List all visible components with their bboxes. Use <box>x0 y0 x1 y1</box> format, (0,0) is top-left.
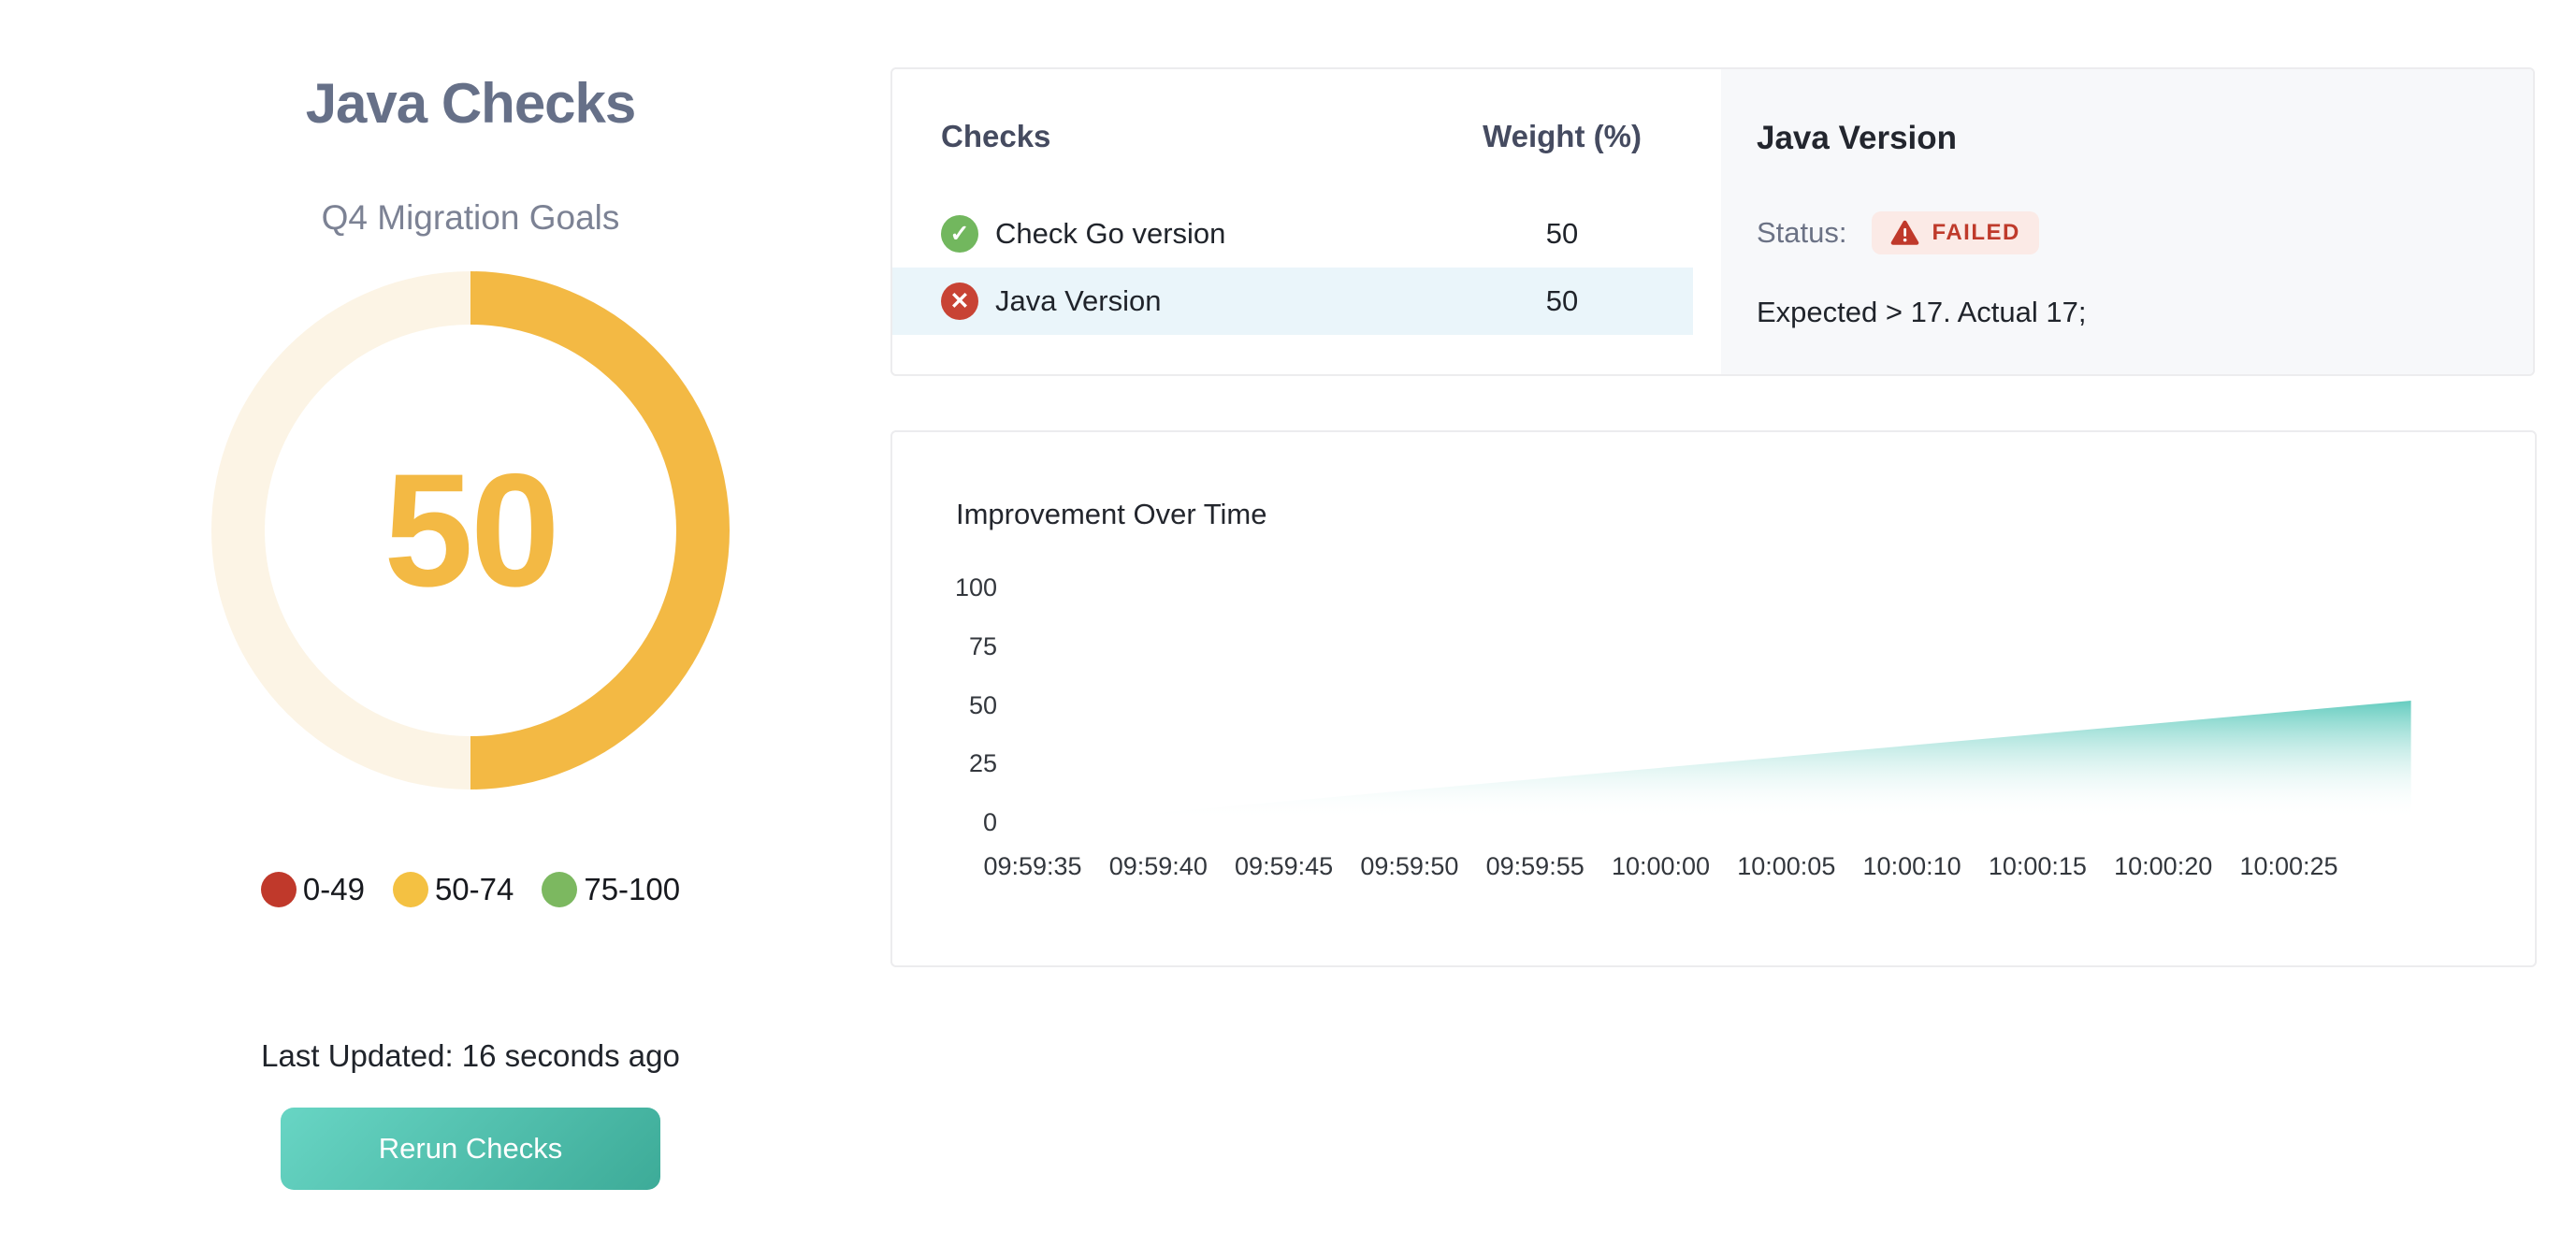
last-updated-text: Last Updated: 16 seconds ago <box>261 1038 680 1073</box>
y-axis-tick: 75 <box>968 631 997 660</box>
check-row[interactable]: ✕ Java Version 50 <box>892 268 1693 335</box>
score-panel: Java Checks Q4 Migration Goals 50 0-49 5… <box>0 0 941 1246</box>
detail-message: Expected > 17. Actual 17; <box>1757 296 2087 328</box>
x-axis-tick: 09:59:45 <box>1235 852 1334 880</box>
check-row-left: ✕ Java Version <box>941 283 1162 320</box>
area-series <box>1082 700 2411 820</box>
checks-table-rows: ✓ Check Go version 50 ✕ Java Version 50 <box>892 200 1693 335</box>
page-title: Java Checks <box>305 72 637 135</box>
check-name: Check Go version <box>995 217 1226 250</box>
x-axis-tick: 09:59:55 <box>1485 852 1585 880</box>
legend-color-dot <box>392 872 428 907</box>
check-weight: 50 <box>1545 284 1579 317</box>
x-axis-tick: 09:59:40 <box>1108 852 1208 880</box>
status-label: Status: <box>1757 216 1847 249</box>
improvement-chart-card: Improvement Over Time 100 75 50 25 0 09:59:3… <box>890 430 2537 967</box>
score-donut-chart: 50 <box>211 271 730 790</box>
check-detail-panel: Java Version Status: FAILED Expected > 1… <box>1721 69 2533 374</box>
x-axis-tick: 09:59:50 <box>1360 852 1459 880</box>
score-donut-hole: 50 <box>265 325 676 736</box>
rerun-checks-button[interactable]: Rerun Checks <box>281 1108 660 1190</box>
legend-label: 75-100 <box>584 872 681 906</box>
warning-triangle-icon <box>1890 220 1919 246</box>
y-axis-tick: 50 <box>968 690 997 719</box>
check-row-left: ✓ Check Go version <box>941 215 1225 253</box>
status-badge: FAILED <box>1871 211 2039 254</box>
x-axis-tick: 10:00:10 <box>1862 852 1961 880</box>
checks-table-header: Checks Weight (%) <box>941 110 1693 163</box>
detail-title: Java Version <box>1757 120 1958 156</box>
check-passed-icon: ✓ <box>941 215 978 253</box>
page-subtitle: Q4 Migration Goals <box>321 198 620 237</box>
checks-table: Checks Weight (%) ✓ Check Go version 50 … <box>892 69 1723 374</box>
y-axis-tick: 25 <box>968 749 997 778</box>
x-axis-tick: 10:00:05 <box>1737 852 1836 880</box>
score-value: 50 <box>384 441 559 620</box>
x-axis-tick: 10:00:15 <box>1988 852 2087 880</box>
legend-item: 0-49 <box>260 872 365 907</box>
improvement-area-chart <box>1082 700 2411 820</box>
check-name: Java Version <box>995 284 1162 317</box>
check-row[interactable]: ✓ Check Go version 50 <box>941 200 1693 268</box>
legend-color-dot <box>260 872 297 907</box>
check-weight: 50 <box>1545 217 1579 250</box>
legend-item: 75-100 <box>542 872 680 907</box>
y-axis-tick: 100 <box>954 573 997 601</box>
check-failed-icon: ✕ <box>941 283 978 320</box>
legend-color-dot <box>542 872 578 907</box>
column-header-weight: Weight (%) <box>1483 119 1642 153</box>
legend-label: 50-74 <box>434 872 514 906</box>
status-row: Status: FAILED <box>1757 211 2533 254</box>
checks-card: Checks Weight (%) ✓ Check Go version 50 … <box>890 67 2535 376</box>
gauge-legend: 0-49 50-74 75-100 <box>0 872 941 907</box>
y-axis-tick: 0 <box>982 808 997 836</box>
legend-label: 0-49 <box>302 872 365 906</box>
x-axis-tick: 09:59:35 <box>983 852 1082 880</box>
status-value: FAILED <box>1932 220 2020 245</box>
chart-title: Improvement Over Time <box>956 498 1267 530</box>
legend-item: 50-74 <box>392 872 514 907</box>
x-axis-tick: 10:00:25 <box>2239 852 2338 880</box>
column-header-checks: Checks <box>941 119 1051 153</box>
x-axis-tick: 10:00:00 <box>1611 852 1711 880</box>
x-axis-tick: 10:00:20 <box>2114 852 2213 880</box>
